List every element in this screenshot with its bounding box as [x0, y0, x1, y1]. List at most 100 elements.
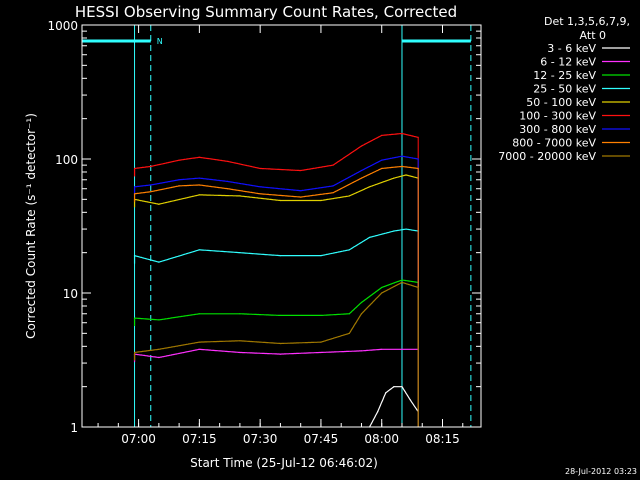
data-point [401, 281, 403, 283]
legend-entry: 25 - 50 keV [533, 83, 630, 96]
data-point [259, 186, 261, 188]
data-point [158, 348, 160, 350]
series-line [134, 348, 419, 359]
legend-label: 800 - 7000 keV [512, 137, 596, 150]
series-layer [133, 132, 419, 428]
series-line [134, 165, 419, 198]
data-point [360, 177, 363, 179]
data-point [239, 351, 241, 354]
data-point [348, 195, 350, 197]
data-point [133, 167, 136, 170]
data-point [401, 165, 403, 168]
data-point [417, 136, 419, 138]
data-point [393, 386, 395, 388]
data-point [360, 145, 363, 147]
marker-layer: N [81, 25, 472, 427]
series-line [369, 386, 419, 428]
data-point [198, 341, 200, 343]
data-point [377, 411, 379, 413]
data-point [198, 194, 200, 196]
data-point [381, 292, 383, 294]
legend-entry: 800 - 7000 keV [512, 137, 630, 150]
data-point [320, 255, 322, 257]
data-point [198, 184, 200, 186]
data-point [279, 255, 282, 257]
data-point [133, 351, 136, 354]
data-point [133, 255, 136, 257]
series-line [134, 132, 419, 172]
legend-entry: 300 - 800 keV [519, 123, 630, 136]
x-tick-label: 08:00 [364, 432, 399, 446]
data-point [150, 165, 152, 168]
x-axis: 07:00 07:15 07:30 07:45 08:00 08:15 [97, 25, 464, 446]
data-point [401, 386, 403, 388]
series-9 [133, 281, 419, 427]
series-1 [368, 386, 419, 428]
legend-entry: 3 - 6 keV [547, 42, 630, 55]
data-point [279, 342, 282, 345]
data-point [300, 169, 302, 172]
data-point [178, 159, 180, 161]
x-tick-label: 07:15 [182, 432, 217, 446]
data-point [300, 196, 302, 198]
series-5 [133, 174, 419, 427]
data-point [393, 177, 395, 179]
data-point [405, 174, 407, 176]
data-point [198, 249, 200, 251]
data-point [417, 167, 419, 170]
data-point [158, 319, 160, 321]
x-tick-label: 07:45 [304, 432, 339, 446]
y-axis-label: Corrected Count Rate (s⁻¹ detector⁻¹) [24, 113, 38, 339]
data-point [401, 132, 403, 135]
data-point [332, 164, 334, 166]
series-line [134, 279, 419, 321]
data-point [239, 313, 241, 315]
series-line [134, 155, 419, 192]
series-line [134, 281, 419, 354]
data-point [320, 314, 322, 317]
x-axis-label: Start Time (25-Jul-12 06:46:02) [190, 456, 378, 470]
legend-label: 6 - 12 keV [540, 56, 596, 69]
data-point [158, 356, 160, 359]
data-point [401, 279, 403, 281]
data-point [332, 192, 334, 194]
data-point [320, 351, 322, 354]
series-line [134, 174, 419, 205]
data-point [227, 160, 229, 162]
data-point [360, 301, 363, 304]
data-point [348, 313, 350, 315]
x-tick-label: 08:15 [425, 432, 460, 446]
data-point [259, 167, 261, 170]
data-point [405, 228, 407, 230]
series-line [134, 228, 419, 263]
data-point [348, 332, 350, 334]
data-point [348, 249, 350, 251]
data-point [198, 348, 200, 350]
legend-label: 100 - 300 keV [519, 110, 596, 123]
data-point [133, 317, 136, 319]
data-point [178, 185, 180, 187]
legend-label: 7000 - 20000 keV [498, 150, 596, 163]
data-point [158, 203, 160, 205]
series-4 [133, 228, 419, 427]
legend-label: 300 - 800 keV [519, 123, 596, 136]
legend-label: 12 - 25 keV [533, 69, 596, 82]
series-8 [133, 165, 419, 427]
y-tick-label: 1000 [47, 19, 78, 33]
data-point [300, 190, 302, 192]
data-point [227, 188, 229, 190]
data-point [360, 350, 363, 352]
data-point [150, 184, 152, 186]
night-label: N [157, 37, 163, 46]
data-point [332, 185, 334, 187]
data-point [409, 399, 411, 401]
data-point [401, 348, 403, 350]
data-point [393, 230, 395, 232]
legend-header-line-2: Att 0 [580, 29, 606, 42]
legend-label: 3 - 6 keV [547, 42, 596, 55]
data-point [360, 169, 363, 172]
data-point [150, 191, 152, 193]
data-point [198, 313, 200, 315]
data-point [368, 186, 371, 188]
chart-title: HESSI Observing Summary Count Rates, Cor… [75, 3, 457, 21]
